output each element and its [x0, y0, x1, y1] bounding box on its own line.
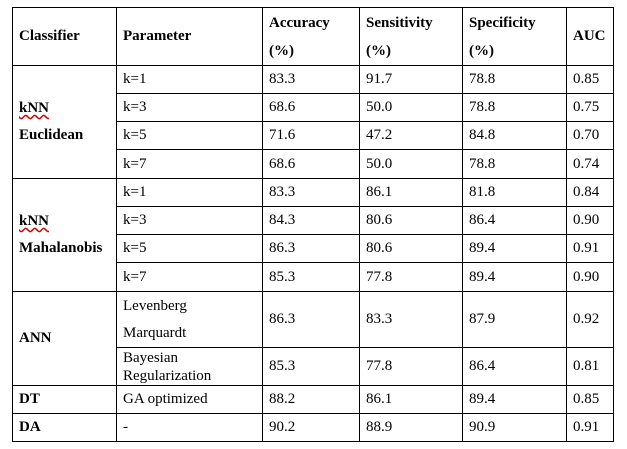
param-cell: Levenberg Marquardt: [116, 291, 263, 348]
param-cell: k=1: [116, 65, 263, 94]
table-row: ANN Levenberg Marquardt 86.3 83.3 87.9 0.…: [12, 291, 614, 386]
header-accuracy: Accuracy (%): [262, 7, 360, 66]
sensitivity-cell: 50.0: [359, 93, 463, 122]
auc-cell: 0.91: [566, 234, 614, 263]
specificity-cell: 81.8: [462, 178, 567, 207]
auc-cell: 0.91: [566, 413, 614, 442]
accuracy-cell: 86.3: [262, 234, 360, 263]
param-cell: k=3: [116, 206, 263, 235]
param-cell: Bayesian Regularization: [116, 347, 263, 386]
header-row: Classifier Parameter Accuracy (%) Sensiti…: [12, 7, 614, 66]
specificity-cell: 86.4: [462, 347, 567, 386]
param-cell: k=7: [116, 149, 263, 179]
sensitivity-cell: 80.6: [359, 206, 463, 235]
auc-cell: 0.90: [566, 262, 614, 292]
specificity-cell: 86.4: [462, 206, 567, 235]
param-cell: k=7: [116, 262, 263, 292]
table-row: Bayesian Regularization 85.3 77.8 86.4 0.…: [13, 347, 614, 386]
classifier-da: DA: [12, 413, 117, 442]
param-cell: GA optimized: [116, 385, 263, 414]
auc-cell: 0.85: [566, 385, 614, 414]
table-row: kNN Mahalanobis k=1 83.3 86.1 81.8 0.84: [12, 178, 614, 292]
sensitivity-cell: 77.8: [359, 347, 463, 386]
auc-cell: 0.85: [566, 65, 614, 94]
table-row: k=3 68.6 50.0 78.8 0.75: [13, 93, 614, 122]
table-row: k=7 85.3 77.8 89.4 0.90: [13, 262, 614, 292]
accuracy-cell: 84.3: [262, 206, 360, 235]
accuracy-cell: 85.3: [262, 347, 360, 386]
sensitivity-cell: 91.7: [359, 65, 463, 94]
sensitivity-cell: 50.0: [359, 149, 463, 179]
table-row: DT GA optimized 88.2 86.1 89.4 0.85: [12, 385, 614, 414]
classifier-dt: DT: [12, 385, 117, 414]
specificity-cell: 78.8: [462, 65, 567, 94]
accuracy-cell: 68.6: [262, 93, 360, 122]
header-sensitivity: Sensitivity (%): [359, 7, 463, 66]
table-row: k=5 71.6 47.2 84.8 0.70: [13, 121, 614, 150]
header-specificity: Specificity (%): [462, 7, 567, 66]
specificity-cell: 84.8: [462, 121, 567, 150]
specificity-cell: 89.4: [462, 262, 567, 292]
classifier-knn-mahalanobis: kNN Mahalanobis: [12, 178, 117, 292]
accuracy-cell: 90.2: [262, 413, 360, 442]
param-cell: k=3: [116, 93, 263, 122]
accuracy-cell: 85.3: [262, 262, 360, 292]
auc-cell: 0.90: [566, 206, 614, 235]
sensitivity-cell: 83.3: [359, 291, 463, 348]
param-cell: k=5: [116, 234, 263, 263]
accuracy-cell: 68.6: [262, 149, 360, 179]
sensitivity-cell: 86.1: [359, 385, 463, 414]
auc-cell: 0.81: [566, 347, 614, 386]
table-row: k=7 68.6 50.0 78.8 0.74: [13, 149, 614, 179]
param-cell: k=1: [116, 178, 263, 207]
header-classifier: Classifier: [12, 7, 117, 66]
specificity-cell: 89.4: [462, 385, 567, 414]
auc-cell: 0.70: [566, 121, 614, 150]
header-auc: AUC: [566, 7, 614, 66]
sensitivity-cell: 80.6: [359, 234, 463, 263]
specificity-cell: 78.8: [462, 93, 567, 122]
classifier-ann: ANN: [12, 291, 117, 386]
param-cell: -: [116, 413, 263, 442]
accuracy-cell: 88.2: [262, 385, 360, 414]
sensitivity-cell: 86.1: [359, 178, 463, 207]
table-row: k=3 84.3 80.6 86.4 0.90: [13, 206, 614, 235]
sensitivity-cell: 77.8: [359, 262, 463, 292]
auc-cell: 0.84: [566, 178, 614, 207]
accuracy-cell: 83.3: [262, 178, 360, 207]
accuracy-cell: 83.3: [262, 65, 360, 94]
specificity-cell: 90.9: [462, 413, 567, 442]
auc-cell: 0.92: [566, 291, 614, 348]
table-row: kNN Euclidean k=1 83.3 91.7 78.8 0.85: [12, 65, 614, 179]
specificity-cell: 78.8: [462, 149, 567, 179]
auc-cell: 0.74: [566, 149, 614, 179]
results-table: Classifier Parameter Accuracy (%) Sensiti…: [12, 7, 614, 442]
table-row: DA - 90.2 88.9 90.9 0.91: [12, 413, 614, 442]
sensitivity-cell: 88.9: [359, 413, 463, 442]
header-parameter: Parameter: [116, 7, 263, 66]
param-cell: k=5: [116, 121, 263, 150]
auc-cell: 0.75: [566, 93, 614, 122]
specificity-cell: 89.4: [462, 234, 567, 263]
classifier-knn-euclidean: kNN Euclidean: [12, 65, 117, 179]
accuracy-cell: 86.3: [262, 291, 360, 348]
table-row: k=5 86.3 80.6 89.4 0.91: [13, 234, 614, 263]
sensitivity-cell: 47.2: [359, 121, 463, 150]
accuracy-cell: 71.6: [262, 121, 360, 150]
specificity-cell: 87.9: [462, 291, 567, 348]
